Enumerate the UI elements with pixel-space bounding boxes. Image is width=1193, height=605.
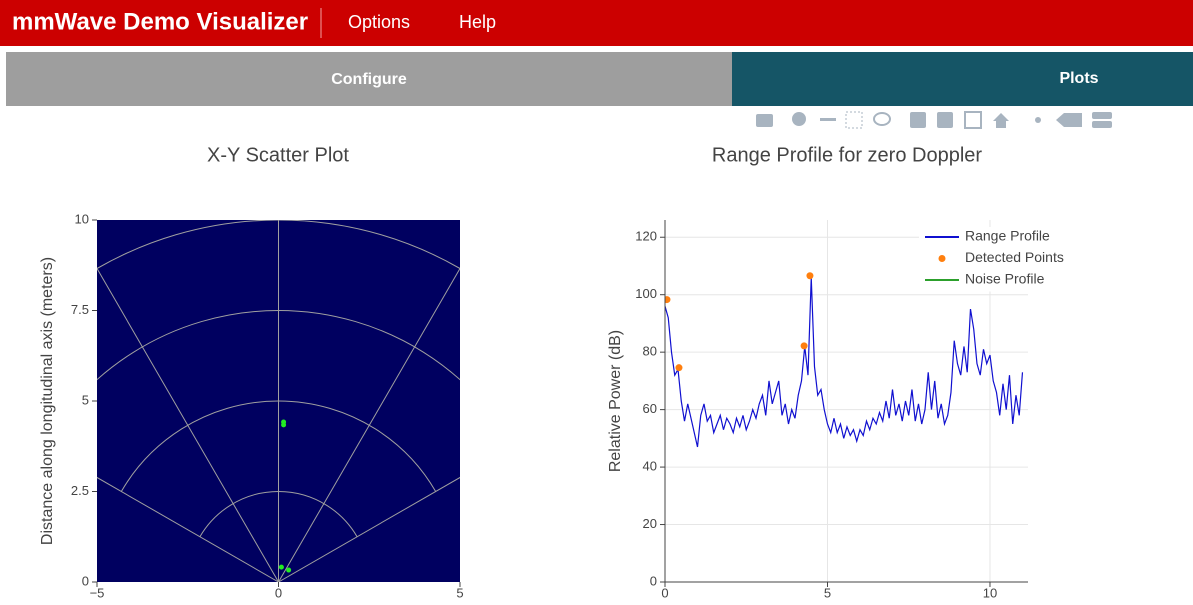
toolbar-icon[interactable] (1092, 121, 1112, 128)
y-axis-label: Relative Power (dB) (607, 330, 624, 472)
toolbar-icon[interactable] (756, 114, 773, 127)
tab[interactable] (732, 52, 1193, 106)
tab[interactable] (6, 52, 732, 106)
data-point (806, 272, 814, 280)
toolbar-icon[interactable] (993, 113, 1009, 128)
toolbar-icon[interactable] (820, 118, 836, 121)
angle-line (278, 476, 460, 582)
y-tick-label: 80 (643, 344, 657, 359)
data-line (665, 277, 1024, 448)
angle-line (97, 267, 279, 582)
menu-item[interactable]: Options (348, 12, 410, 32)
data-point (286, 567, 292, 573)
chart-title: X-Y Scatter Plot (207, 144, 349, 166)
angle-line (97, 476, 279, 582)
toolbar (756, 111, 1112, 129)
x-tick-label: 5 (456, 585, 463, 600)
toolbar-icon[interactable] (910, 112, 926, 128)
tab-label[interactable]: Configure (331, 71, 407, 88)
y-tick-label: 2.5 (71, 483, 89, 498)
legend-label: Detected Points (965, 249, 1064, 265)
data-point (800, 342, 808, 350)
toolbar-icon[interactable] (964, 111, 982, 129)
plot-area (665, 220, 1028, 582)
chart-title: Range Profile for zero Doppler (712, 144, 982, 166)
y-tick-label: 100 (635, 286, 657, 301)
y-tick-label: 120 (635, 229, 657, 244)
x-tick-label: 10 (983, 585, 997, 600)
y-tick-label: 10 (75, 211, 89, 226)
legend-bg (919, 227, 1079, 249)
data-point (278, 564, 284, 570)
header-bar (0, 0, 1193, 46)
data-point (665, 296, 671, 304)
plot-area (97, 220, 460, 582)
data-point (281, 422, 287, 428)
x-tick-label: −5 (90, 585, 105, 600)
legend-swatch (938, 255, 946, 262)
x-tick-label: 0 (661, 585, 668, 600)
y-tick-label: 7.5 (71, 302, 89, 317)
x-tick-label: 0 (275, 585, 282, 600)
y-tick-label: 20 (643, 516, 657, 531)
menu-item[interactable]: Help (459, 12, 496, 32)
y-tick-label: 60 (643, 401, 657, 416)
toolbar-icon[interactable] (845, 111, 863, 129)
y-tick-label: 0 (82, 573, 89, 588)
y-axis-label: Distance along longitudinal axis (meters… (39, 257, 56, 545)
toolbar-icon[interactable] (1092, 112, 1112, 119)
angle-line (278, 267, 460, 582)
tab-label[interactable]: Plots (1059, 70, 1098, 87)
legend-label: Range Profile (965, 228, 1050, 244)
x-tick-label: 5 (824, 585, 831, 600)
legend-bg (919, 248, 1079, 270)
data-point (675, 364, 683, 372)
toolbar-icon[interactable] (873, 112, 891, 126)
toolbar-icon[interactable] (792, 112, 806, 126)
y-tick-label: 5 (82, 392, 89, 407)
y-tick-label: 0 (650, 573, 657, 588)
app-title: mmWave Demo Visualizer (12, 8, 308, 35)
toolbar-icon[interactable] (1056, 113, 1082, 127)
legend-bg (919, 270, 1079, 292)
toolbar-icon[interactable] (937, 112, 953, 128)
toolbar-icon[interactable] (1035, 117, 1041, 123)
y-tick-label: 40 (643, 459, 657, 474)
legend-label: Noise Profile (965, 271, 1045, 287)
